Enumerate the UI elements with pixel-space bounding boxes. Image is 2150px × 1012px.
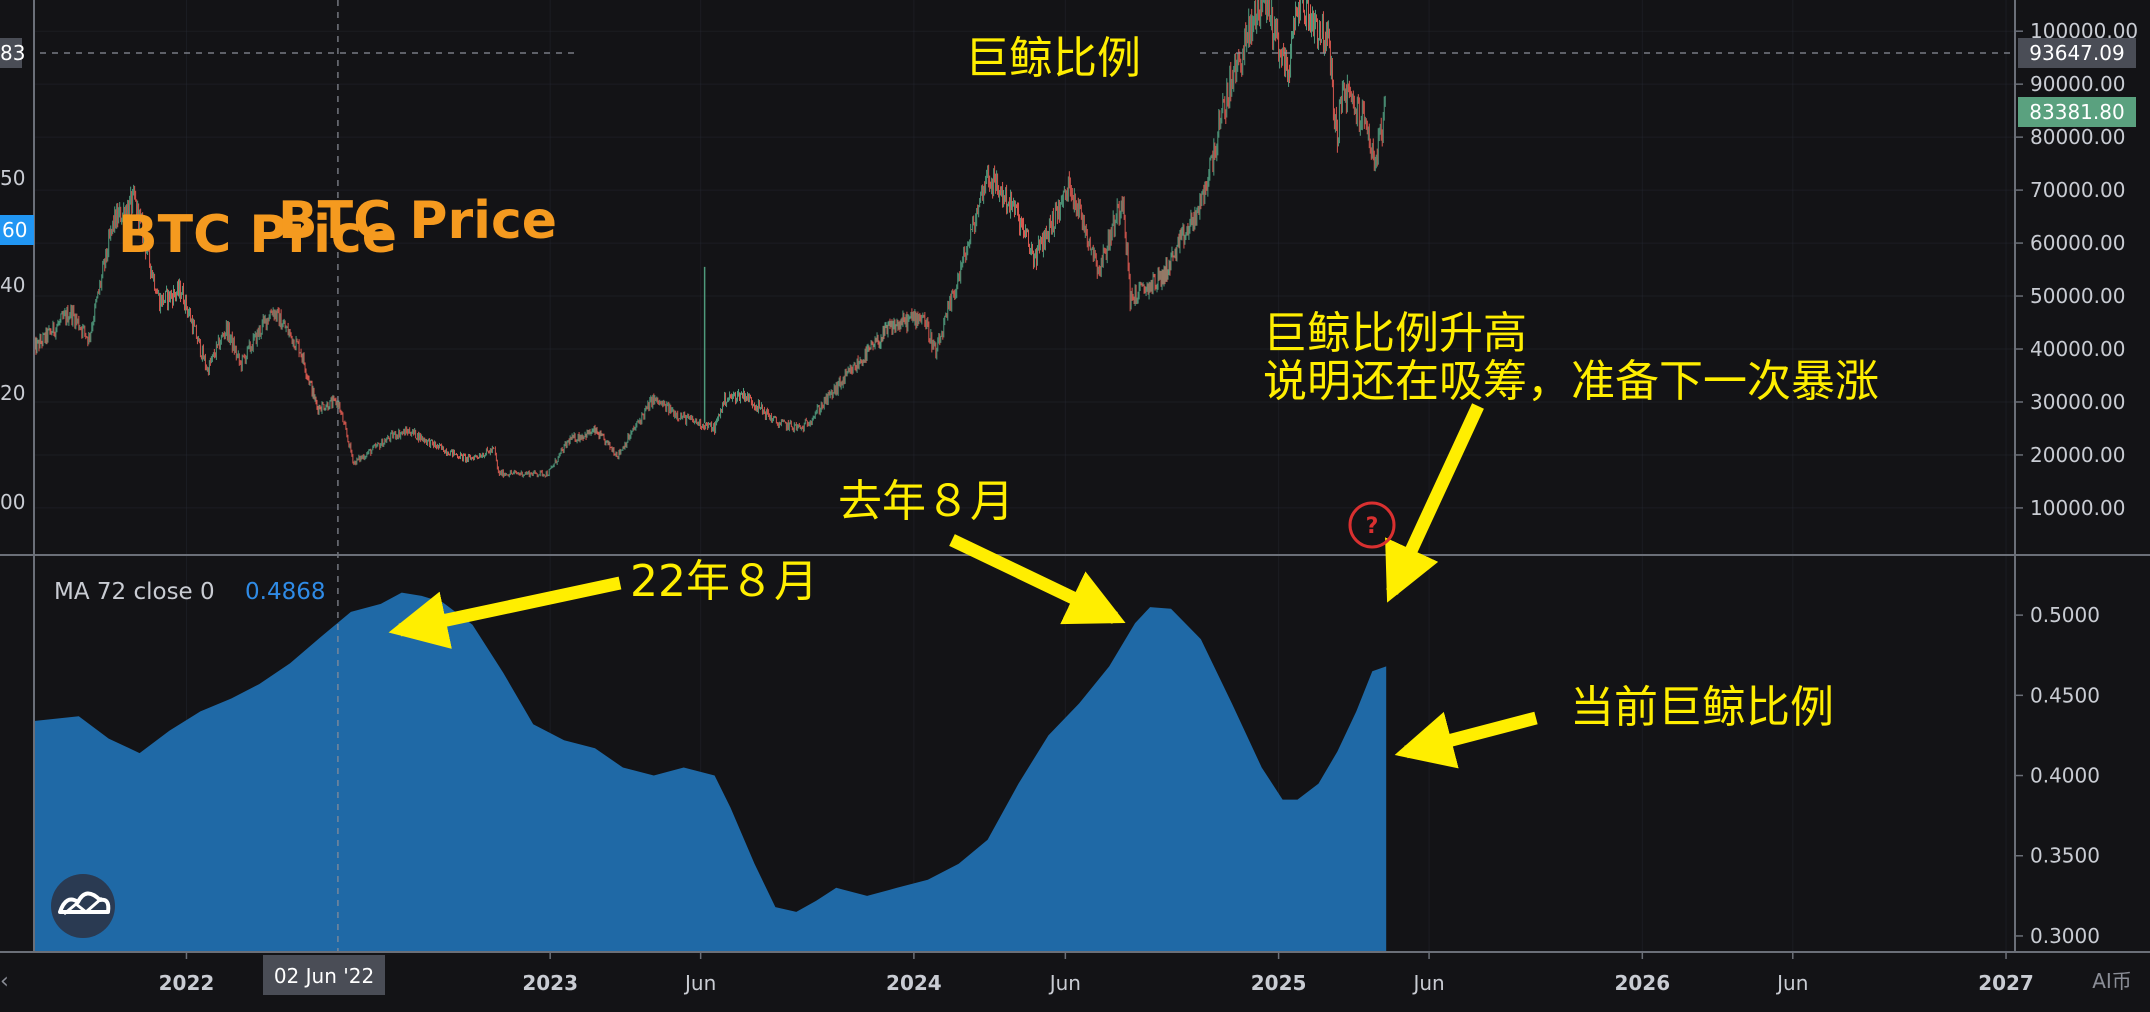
time-axis[interactable]: 2022 2023 Jun 2024 Jun 2025 Jun 2026 Jun 2027 [159, 952, 2034, 995]
crosshair-date-tag: 02 Jun '22 [263, 955, 385, 995]
btc-price-label-1: BTC Price [118, 205, 397, 265]
price-axis-label: 90000.00 [2030, 72, 2125, 96]
annotation-rising-line2: 说明还在吸筹，准备下一次暴涨 [1263, 356, 1879, 407]
left-crosshair-tag-text: 83 [0, 41, 25, 65]
annotation-current-ratio: 当前巨鲸比例 [1570, 682, 1834, 733]
price-axis-label: 20000.00 [2030, 443, 2125, 467]
arrow-aug-22 [388, 576, 622, 649]
arrow-current-ratio [1394, 711, 1538, 769]
left-crosshair-tag: 83 [0, 38, 25, 68]
btc-price-label-2: BTC Price [278, 191, 557, 251]
crosshair-price-tag: 93647.09 [2018, 38, 2136, 68]
time-axis-label: Jun [1411, 971, 1444, 995]
left-price-axis-label: 20 [0, 381, 25, 405]
price-axis-label: 80000.00 [2030, 125, 2125, 149]
annotation-rising-line1: 巨鲸比例升高 [1263, 308, 1527, 359]
time-axis-label: Jun [1048, 971, 1081, 995]
left-series-tag-text: 60 [2, 218, 27, 242]
whale-ratio-axis-label: 0.4000 [2030, 764, 2100, 788]
whale-ratio-area [34, 592, 1387, 952]
whale-ratio-pane[interactable] [34, 592, 1387, 952]
crosshair-date-tag-text: 02 Jun '22 [274, 964, 374, 988]
arrow-last-aug [949, 534, 1126, 625]
price-axis-label: 50000.00 [2030, 284, 2125, 308]
price-axis-label: 60000.00 [2030, 231, 2125, 255]
time-axis-label: 2023 [522, 971, 578, 995]
time-axis-label: 2025 [1251, 971, 1307, 995]
whale-ratio-title: 巨鲸比例 [965, 33, 1141, 84]
price-axis-label: 40000.00 [2030, 337, 2125, 361]
time-axis-label: 2022 [159, 971, 215, 995]
left-price-axis-label: 50 [0, 166, 25, 190]
whale-ratio-axis-label: 0.3000 [2030, 924, 2100, 948]
cloud-chart-logo-icon[interactable] [51, 874, 115, 938]
left-scroll-glyph[interactable]: ‹ [0, 969, 9, 994]
time-axis-label: Jun [683, 971, 716, 995]
left-price-axis-label: 00 [0, 490, 25, 514]
annotation-last-aug: 去年８月 [838, 476, 1014, 527]
indicator-legend-value: 0.4868 [245, 579, 325, 605]
annotation-aug-22: 22年８月 [630, 556, 818, 607]
left-price-axis-label: 40 [0, 273, 25, 297]
price-axis-label: 10000.00 [2030, 496, 2125, 520]
time-axis-label: Jun [1775, 971, 1808, 995]
price-axis-label: 70000.00 [2030, 178, 2125, 202]
crosshair-price-tag-text: 93647.09 [2029, 41, 2124, 65]
price-axis-label: 30000.00 [2030, 390, 2125, 414]
time-axis-label: 2024 [886, 971, 942, 995]
whale-ratio-axis[interactable]: 0.5000 0.4500 0.4000 0.3500 0.3000 [2015, 603, 2100, 948]
corner-logo-text: AI币 [2092, 969, 2132, 993]
price-pane[interactable] [33, 0, 1386, 478]
left-series-tag: 60 [0, 215, 34, 245]
arrow-rising [1385, 403, 1484, 603]
indicator-legend-name[interactable]: MA 72 close 0 [54, 579, 215, 605]
last-price-tag-text: 83381.80 [2029, 100, 2124, 124]
time-axis-label: 2027 [1978, 971, 2034, 995]
warning-icon[interactable]: ? [1348, 501, 1396, 549]
whale-ratio-axis-label: 0.5000 [2030, 603, 2100, 627]
price-axis[interactable]: 100000.0090000.0080000.0070000.0060000.0… [2015, 19, 2138, 520]
left-price-axis: 50 40 20 00 [0, 166, 25, 514]
price-candles [33, 0, 1386, 478]
whale-ratio-axis-label: 0.4500 [2030, 683, 2100, 707]
warning-mark-text: ? [1366, 514, 1379, 539]
last-price-tag: 83381.80 [2018, 97, 2136, 127]
time-axis-label: 2026 [1614, 971, 1670, 995]
whale-ratio-axis-label: 0.3500 [2030, 844, 2100, 868]
